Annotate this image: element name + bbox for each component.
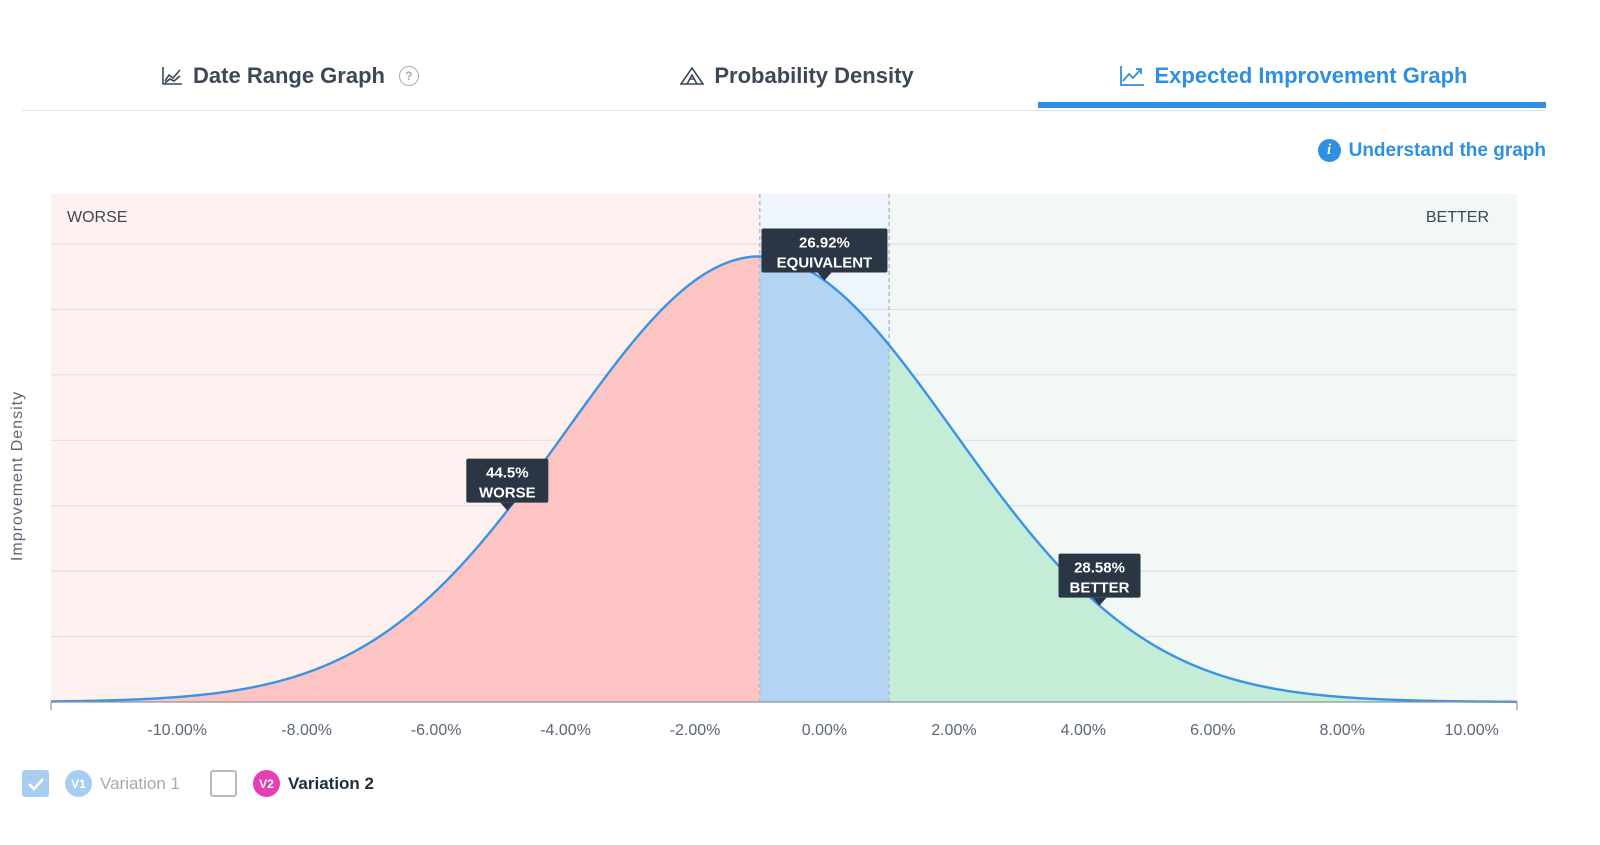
tooltip-label-worse: WORSE	[479, 485, 536, 502]
tab-label: Expected Improvement Graph	[1154, 63, 1468, 88]
area-worse	[51, 256, 760, 702]
tab-label: Probability Density	[714, 63, 914, 88]
x-tick-label: 8.00%	[1320, 722, 1365, 739]
x-tick-label: -2.00%	[670, 722, 721, 739]
x-tick-label: 2.00%	[931, 722, 976, 739]
tab-label: Date Range Graph	[193, 63, 385, 88]
info-icon: i	[1317, 139, 1341, 162]
tooltip-box-equivalent	[761, 228, 888, 273]
understand-graph-label: Understand the graph	[1348, 139, 1546, 161]
tooltip-label-better: BETTER	[1070, 580, 1130, 597]
variation-1-badge: V1	[65, 770, 92, 797]
trend-chart-icon	[1119, 66, 1144, 86]
tab-probability-density[interactable]: Probability Density	[647, 56, 947, 96]
expected-improvement-chart: -10.00% -8.00% -6.00% -4.00% -2.00% 0.00% 2.00…	[9, 194, 1518, 739]
variation-2-label: Variation 2	[288, 773, 374, 793]
tooltip-value-equivalent: 26.92%	[799, 234, 850, 251]
y-axis-label: Improvement Density	[9, 391, 26, 561]
tab-date-range-graph[interactable]: Date Range Graph ?	[140, 56, 440, 96]
tab-expected-improvement-graph[interactable]: Expected Improvement Graph	[1088, 56, 1498, 96]
x-tick-label: 6.00%	[1190, 722, 1235, 739]
x-tick-label: -10.00%	[147, 722, 207, 739]
tooltip-pointer-worse	[500, 502, 515, 511]
tooltip-pointer-better	[1092, 597, 1107, 606]
line-chart-icon	[162, 67, 183, 85]
tooltip-box-worse	[466, 458, 549, 503]
understand-graph-link[interactable]: i Understand the graph	[1317, 139, 1546, 162]
x-tick-label: -6.00%	[411, 722, 462, 739]
area-better	[889, 345, 1517, 702]
area-equivalent	[759, 256, 890, 702]
help-icon[interactable]: ?	[398, 66, 419, 86]
tab-bar: Date Range Graph ? Probability Density E…	[22, 0, 1546, 111]
variation-1-label: Variation 1	[100, 773, 181, 793]
tooltip-box-better	[1058, 553, 1141, 598]
x-tick-label: -8.00%	[281, 722, 332, 739]
x-tick-label: -4.00%	[540, 722, 591, 739]
legend: V1 Variation 1 V2 Variation 2	[22, 770, 374, 797]
tooltip-value-better: 28.58%	[1074, 560, 1125, 577]
variation-1-checkbox[interactable]	[22, 770, 49, 797]
variation-2-checkbox[interactable]	[210, 770, 238, 797]
x-tick-label: 10.00%	[1445, 722, 1499, 739]
x-tick-label: 4.00%	[1061, 722, 1106, 739]
active-tab-indicator	[1038, 102, 1546, 108]
variation-2-badge: V2	[253, 770, 281, 797]
density-icon	[680, 66, 705, 85]
checkmark-icon	[27, 777, 44, 791]
better-region-label: BETTER	[1426, 209, 1489, 226]
tooltip-label-equivalent: EQUIVALENT	[777, 254, 873, 271]
tooltip-value-worse: 44.5%	[486, 465, 529, 482]
tooltip-pointer-equivalent	[817, 272, 832, 281]
x-tick-label: 0.00%	[802, 722, 847, 739]
worse-region-label: WORSE	[67, 209, 127, 226]
